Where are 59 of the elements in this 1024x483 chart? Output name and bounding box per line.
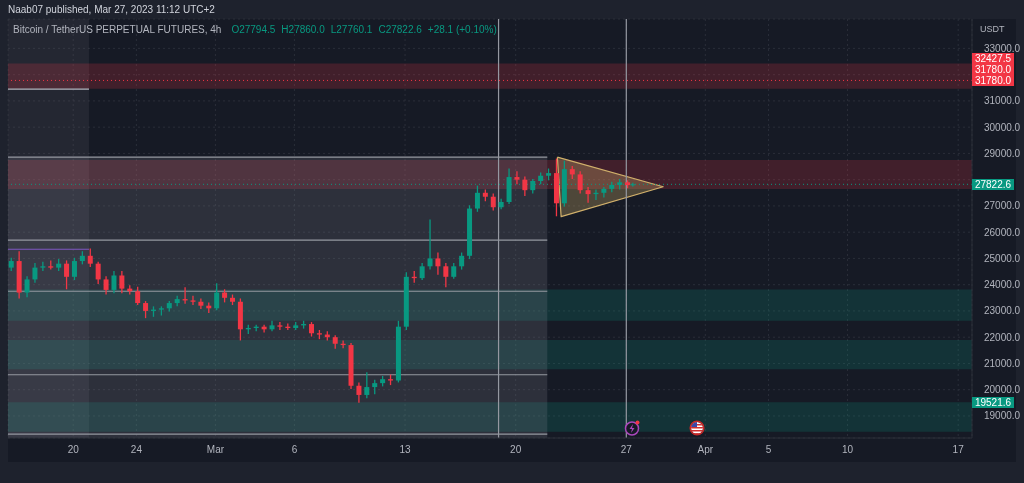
candlestick bbox=[198, 298, 204, 309]
candlestick bbox=[364, 372, 370, 399]
candlestick bbox=[601, 186, 607, 198]
candlestick bbox=[577, 171, 583, 194]
y-tick-label: 30000.0 bbox=[984, 121, 1021, 133]
annotation: L27760.1 bbox=[330, 24, 373, 35]
x-tick-label: 27 bbox=[620, 444, 633, 456]
x-tick-label: 6 bbox=[291, 444, 298, 456]
x-tick-label: 17 bbox=[952, 444, 965, 456]
y-tick-label: 31000.0 bbox=[984, 95, 1021, 107]
candlestick bbox=[514, 171, 520, 185]
candlestick bbox=[40, 261, 46, 271]
price-tag: 32427.5 bbox=[972, 52, 1014, 64]
y-tick-label: 24000.0 bbox=[984, 279, 1021, 291]
annotation: O27794.5 bbox=[231, 24, 276, 35]
candlestick bbox=[474, 185, 480, 212]
candlestick bbox=[190, 295, 196, 306]
candlestick bbox=[71, 257, 77, 281]
x-tick-label: Apr bbox=[697, 444, 714, 456]
candlestick bbox=[214, 283, 220, 311]
y-tick-label: 22000.0 bbox=[984, 331, 1021, 343]
y-tick-label: 21000.0 bbox=[984, 357, 1021, 369]
y-tick-label: 20000.0 bbox=[984, 384, 1021, 396]
price-tag: 27822.6 bbox=[972, 178, 1014, 190]
x-tick-label: 5 bbox=[765, 444, 772, 456]
candlestick bbox=[95, 261, 101, 285]
y-tick-label: 25000.0 bbox=[984, 252, 1021, 264]
annotation: H27860.0 bbox=[281, 24, 325, 35]
x-tick-label: Mar bbox=[206, 444, 225, 456]
annotation: +28.1 (+0.10%) bbox=[427, 24, 497, 35]
candlestick bbox=[119, 270, 125, 294]
candlestick bbox=[24, 276, 30, 298]
x-tick-label: 10 bbox=[841, 444, 854, 456]
candlestick bbox=[585, 186, 591, 203]
y-tick-label: 26000.0 bbox=[984, 226, 1021, 238]
y-tick-label: 33000.0 bbox=[984, 42, 1021, 54]
y-tick-label: 23000.0 bbox=[984, 305, 1021, 317]
y-tick-label: 19000.0 bbox=[984, 410, 1021, 422]
annotation: C27822.6 bbox=[378, 24, 422, 35]
candlestick bbox=[269, 320, 275, 332]
chart-subtitle: Naab07 published, Mar 27, 2023 11:12 UTC+2 bbox=[8, 4, 215, 15]
candlestick bbox=[64, 260, 70, 290]
candlestick bbox=[277, 322, 283, 330]
x-tick-label: 20 bbox=[67, 444, 80, 456]
x-tick-label: 24 bbox=[130, 444, 143, 456]
x-tick-label: 13 bbox=[399, 444, 412, 456]
candlestick bbox=[427, 219, 433, 270]
candlestick bbox=[443, 263, 449, 288]
candlestick bbox=[435, 252, 441, 275]
candlestick bbox=[356, 382, 362, 403]
candlestick bbox=[32, 263, 38, 283]
x-tick-label: 20 bbox=[510, 444, 522, 456]
candlestick bbox=[522, 176, 528, 197]
y-axis-title: USDT bbox=[980, 24, 1005, 34]
candlestick bbox=[111, 270, 117, 294]
text: Bitcoin / TetherUS PERPETUAL FUTURES, 4h bbox=[13, 24, 222, 35]
price-tag: 19521.6 bbox=[972, 396, 1014, 408]
y-tick-label: 27000.0 bbox=[984, 200, 1021, 212]
y-tick-label: 29000.0 bbox=[984, 147, 1021, 159]
